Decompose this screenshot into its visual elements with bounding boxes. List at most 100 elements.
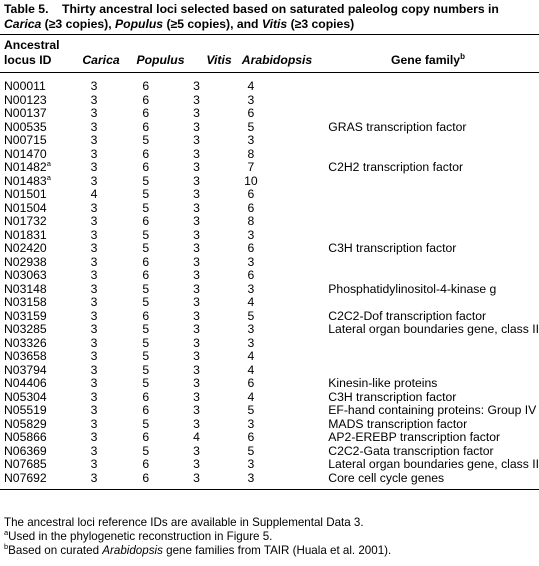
carica-cell-text: 3 bbox=[90, 268, 98, 282]
carica-cell: 3 bbox=[72, 376, 116, 391]
arabidopsis-cell-text: 8 bbox=[247, 214, 255, 228]
populus-cell: 6 bbox=[116, 390, 176, 405]
arabidopsis-cell: 5 bbox=[217, 403, 284, 418]
header-gene-family-label: Gene family bbox=[391, 53, 461, 67]
vitis-cell-text: 3 bbox=[193, 133, 200, 147]
arabidopsis-cell: 3 bbox=[217, 336, 284, 351]
vitis-cell: 3 bbox=[176, 349, 218, 364]
vitis-cell: 3 bbox=[176, 390, 218, 405]
vitis-cell: 4 bbox=[176, 430, 218, 445]
populus-cell-text: 6 bbox=[142, 430, 150, 444]
arabidopsis-cell-text: 5 bbox=[247, 308, 255, 323]
populus-cell: 5 bbox=[116, 417, 176, 432]
arabidopsis-cell: 3 bbox=[217, 254, 284, 270]
caption-genus-carica: Carica bbox=[4, 17, 42, 31]
vitis-cell: 3 bbox=[176, 92, 218, 108]
vitis-cell-text: 3 bbox=[193, 214, 200, 228]
footnote-marker: a bbox=[46, 158, 51, 168]
populus-cell: 6 bbox=[116, 160, 176, 175]
locus-id-cell-text: N00715 bbox=[4, 133, 47, 147]
header-populus: Populus bbox=[126, 53, 195, 68]
arabidopsis-cell: 5 bbox=[217, 308, 284, 324]
caption-note-carica: (≥3 copies), bbox=[44, 17, 112, 31]
gene-family-cell-text: MADS transcription factor bbox=[328, 416, 468, 431]
vitis-cell: 3 bbox=[176, 444, 218, 459]
locus-id-cell: N05866 bbox=[0, 430, 72, 445]
populus-cell-text: 5 bbox=[142, 376, 150, 390]
carica-cell: 3 bbox=[72, 79, 116, 94]
populus-cell: 5 bbox=[116, 228, 176, 243]
carica-cell-text: 3 bbox=[90, 106, 98, 120]
table-row: N01470 3 6 3 8 bbox=[0, 147, 539, 162]
header-locus-line2: locus ID bbox=[4, 53, 52, 67]
gene-family-cell-text: Core cell cycle genes bbox=[328, 470, 445, 485]
footnote-b: bBased on curated Arabidopsis gene famil… bbox=[4, 543, 536, 558]
table-row: N01732 3 6 3 8 bbox=[0, 214, 539, 229]
table-row: N01483a 3 5 3 10 bbox=[0, 172, 539, 189]
vitis-cell-text: 3 bbox=[193, 106, 200, 120]
arabidopsis-cell-text: 3 bbox=[247, 254, 255, 269]
gene-family-cell-text: C2C2-Dof transcription factor bbox=[328, 308, 487, 323]
carica-cell-text: 3 bbox=[90, 241, 98, 255]
gene-family-cell bbox=[284, 148, 539, 162]
gene-family-cell: GRAS transcription factor bbox=[284, 120, 539, 135]
vitis-cell-text: 3 bbox=[193, 92, 200, 107]
locus-id-cell: N03658 bbox=[0, 349, 72, 364]
locus-id-cell-text: N02938 bbox=[4, 254, 47, 269]
carica-cell: 3 bbox=[72, 349, 116, 364]
table-row: N00011 3 6 3 4 bbox=[0, 79, 539, 94]
carica-cell-text: 3 bbox=[90, 119, 98, 134]
locus-id-cell-text: N02420 bbox=[4, 241, 47, 255]
footnote-marker: a bbox=[46, 172, 51, 182]
locus-id-cell-text: N01483 bbox=[4, 173, 47, 188]
vitis-cell: 3 bbox=[176, 201, 218, 216]
arabidopsis-cell: 7 bbox=[217, 160, 284, 175]
carica-cell-text: 3 bbox=[90, 79, 98, 93]
locus-id-cell-text: N07692 bbox=[4, 470, 47, 485]
arabidopsis-cell: 6 bbox=[217, 376, 284, 391]
vitis-cell: 3 bbox=[176, 309, 218, 324]
gene-family-cell bbox=[284, 134, 539, 148]
vitis-cell: 3 bbox=[176, 403, 218, 418]
populus-cell: 6 bbox=[116, 268, 176, 283]
vitis-cell: 3 bbox=[176, 106, 218, 121]
carica-cell: 3 bbox=[72, 417, 116, 432]
gene-family-cell bbox=[284, 80, 539, 94]
locus-id-cell-text: N03658 bbox=[4, 349, 47, 363]
carica-cell: 3 bbox=[72, 214, 116, 229]
vitis-cell: 3 bbox=[176, 376, 218, 391]
arabidopsis-cell-text: 5 bbox=[247, 443, 255, 458]
arabidopsis-cell: 6 bbox=[217, 241, 284, 256]
locus-id-cell: N01483a bbox=[0, 172, 72, 189]
header-vitis: Vitis bbox=[195, 53, 243, 68]
table-caption: Table 5. Thirty ancestral loci selected … bbox=[4, 2, 536, 32]
carica-cell: 3 bbox=[72, 119, 116, 135]
carica-cell: 3 bbox=[72, 174, 116, 189]
populus-cell: 6 bbox=[116, 93, 176, 108]
gene-family-cell bbox=[284, 107, 539, 121]
vitis-cell: 3 bbox=[176, 471, 218, 486]
top-rule bbox=[0, 34, 539, 35]
populus-cell-text: 6 bbox=[142, 106, 150, 120]
carica-cell: 3 bbox=[72, 403, 116, 418]
arabidopsis-cell-text: 5 bbox=[247, 119, 255, 134]
arabidopsis-cell-text: 4 bbox=[247, 295, 255, 309]
gene-family-cell: AP2-EREBP transcription factor bbox=[284, 430, 539, 445]
locus-id-cell: N07692 bbox=[0, 470, 72, 486]
gene-family-cell-text: Phosphatidylinositol-4-kinase g bbox=[328, 281, 497, 296]
arabidopsis-cell-text: 3 bbox=[247, 281, 255, 296]
vitis-cell: 3 bbox=[176, 147, 218, 162]
carica-cell-text: 3 bbox=[90, 389, 98, 404]
gene-family-cell bbox=[284, 337, 539, 351]
populus-cell-text: 6 bbox=[142, 457, 150, 471]
carica-cell-text: 3 bbox=[90, 430, 98, 444]
populus-cell: 5 bbox=[116, 444, 176, 459]
table-row: N05829 3 5 3 3 MADS transcription factor bbox=[0, 416, 539, 432]
locus-id-cell: N05829 bbox=[0, 417, 72, 432]
arabidopsis-cell-text: 6 bbox=[247, 268, 255, 282]
locus-id-cell: N03159 bbox=[0, 309, 72, 324]
populus-cell: 5 bbox=[116, 174, 176, 189]
vitis-cell-text: 3 bbox=[193, 376, 200, 390]
gene-family-cell: C2H2 transcription factor bbox=[284, 160, 539, 175]
table-row: N00535 3 6 3 5 GRAS transcription factor bbox=[0, 119, 539, 135]
